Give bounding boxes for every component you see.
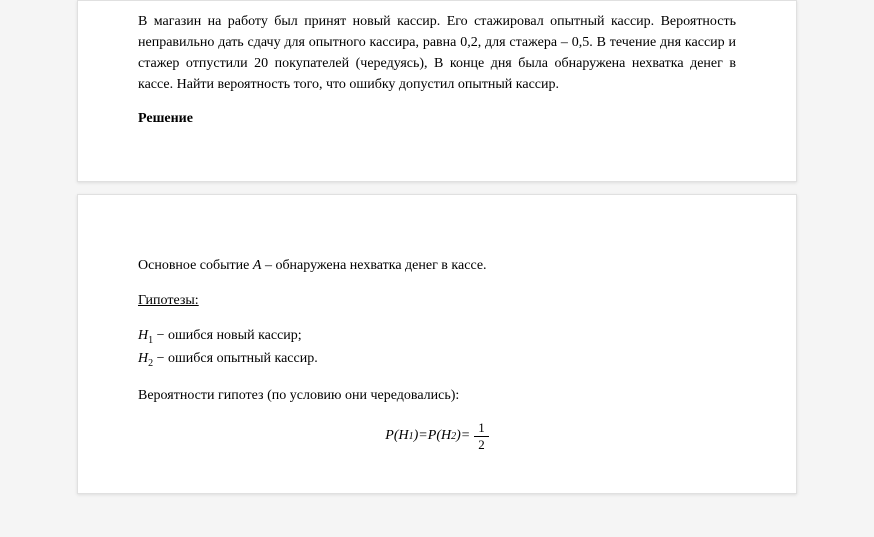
formula-h1: H xyxy=(399,428,409,444)
hypothesis-1: H1 − ошибся новый кассир; xyxy=(138,325,736,348)
formula-p2: P xyxy=(428,428,437,444)
problem-statement: В магазин на работу был принят новый кас… xyxy=(138,11,736,95)
fraction-numerator: 1 xyxy=(474,420,489,437)
hypothesis-1-text: − ошибся новый кассир; xyxy=(153,328,302,343)
main-event-text: Основное событие A – обнаружена нехватка… xyxy=(138,255,736,276)
document-page-top: В магазин на работу был принят новый кас… xyxy=(77,0,797,182)
formula-fraction: 1 2 xyxy=(474,420,489,453)
hypothesis-2-text: − ошибся опытный кассир. xyxy=(153,351,318,366)
hypotheses-heading-text: Гипотезы: xyxy=(138,293,199,308)
hypothesis-2-symbol: H xyxy=(138,351,148,366)
formula-h2: H xyxy=(441,428,451,444)
hypothesis-1-symbol: H xyxy=(138,328,148,343)
probability-formula: P(H1) = P(H2) = 1 2 xyxy=(138,420,736,453)
hypothesis-2: H2 − ошибся опытный кассир. xyxy=(138,348,736,371)
solution-heading: Решение xyxy=(138,111,736,127)
document-page-bottom: Основное событие A – обнаружена нехватка… xyxy=(77,194,797,494)
formula-p1: P xyxy=(385,428,394,444)
fraction-denominator: 2 xyxy=(474,437,489,453)
formula-expression: P(H1) = P(H2) = 1 2 xyxy=(385,420,488,453)
probability-intro: Вероятности гипотез (по условию они чере… xyxy=(138,385,736,406)
main-event-suffix: – обнаружена нехватка денег в кассе. xyxy=(261,258,486,273)
main-event-prefix: Основное событие xyxy=(138,258,253,273)
formula-eq1: = xyxy=(418,428,427,444)
hypotheses-heading: Гипотезы: xyxy=(138,290,736,311)
hypotheses-list: H1 − ошибся новый кассир; H2 − ошибся оп… xyxy=(138,325,736,371)
formula-eq2: = xyxy=(461,428,470,444)
